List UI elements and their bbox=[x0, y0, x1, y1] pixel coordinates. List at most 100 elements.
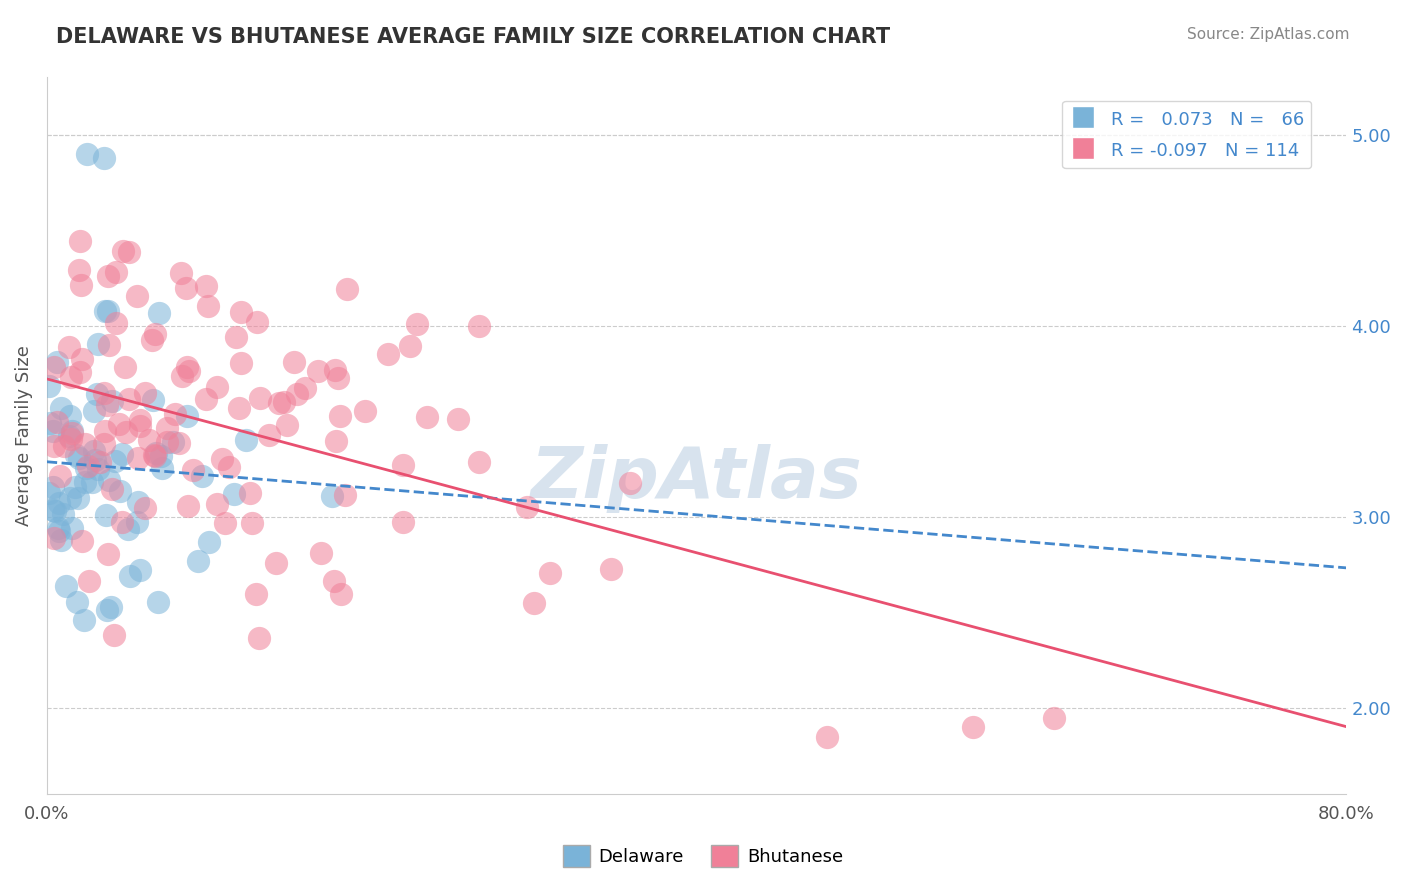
Point bbox=[322, 574, 344, 589]
Point bbox=[45, 415, 67, 429]
Point bbox=[231, 356, 253, 370]
Point bbox=[108, 483, 131, 498]
Point bbox=[283, 355, 305, 369]
Text: DELAWARE VS BHUTANESE AVERAGE FAMILY SIZE CORRELATION CHART: DELAWARE VS BHUTANESE AVERAGE FAMILY SIZ… bbox=[56, 27, 890, 46]
Point bbox=[146, 595, 169, 609]
Point bbox=[468, 455, 491, 469]
Point bbox=[172, 369, 194, 384]
Text: Source: ZipAtlas.com: Source: ZipAtlas.com bbox=[1187, 27, 1350, 42]
Point bbox=[39, 417, 62, 431]
Point bbox=[48, 496, 70, 510]
Point bbox=[235, 433, 257, 447]
Point bbox=[416, 409, 439, 424]
Point bbox=[224, 487, 246, 501]
Point bbox=[60, 425, 83, 440]
Point bbox=[163, 407, 186, 421]
Point bbox=[249, 391, 271, 405]
Point bbox=[143, 327, 166, 342]
Point bbox=[97, 304, 120, 318]
Point bbox=[191, 469, 214, 483]
Point bbox=[98, 473, 121, 487]
Point bbox=[83, 443, 105, 458]
Point bbox=[114, 425, 136, 439]
Point bbox=[246, 315, 269, 329]
Point bbox=[218, 459, 240, 474]
Point bbox=[125, 515, 148, 529]
Point bbox=[70, 278, 93, 293]
Point bbox=[94, 508, 117, 522]
Point bbox=[307, 364, 329, 378]
Point bbox=[59, 409, 82, 424]
Point bbox=[619, 475, 641, 490]
Point bbox=[149, 449, 172, 463]
Point bbox=[266, 556, 288, 570]
Point bbox=[138, 433, 160, 447]
Point bbox=[118, 569, 141, 583]
Point bbox=[101, 393, 124, 408]
Point bbox=[108, 417, 131, 431]
Point bbox=[70, 534, 93, 549]
Point bbox=[197, 299, 219, 313]
Point bbox=[329, 587, 352, 601]
Point bbox=[42, 424, 65, 438]
Point bbox=[392, 516, 415, 530]
Point bbox=[67, 450, 90, 465]
Point bbox=[52, 507, 75, 521]
Point bbox=[103, 628, 125, 642]
Point bbox=[80, 475, 103, 490]
Point bbox=[83, 453, 105, 467]
Point bbox=[145, 446, 167, 460]
Point bbox=[73, 613, 96, 627]
Point bbox=[111, 516, 134, 530]
Point bbox=[94, 304, 117, 318]
Point bbox=[177, 499, 200, 513]
Point bbox=[53, 439, 76, 453]
Point bbox=[176, 359, 198, 374]
Point bbox=[128, 563, 150, 577]
Point bbox=[329, 409, 352, 424]
Point bbox=[114, 359, 136, 374]
Point bbox=[143, 449, 166, 463]
Point bbox=[321, 489, 343, 503]
Point bbox=[101, 483, 124, 497]
Point bbox=[205, 497, 228, 511]
Point bbox=[111, 447, 134, 461]
Point bbox=[104, 454, 127, 468]
Point bbox=[42, 359, 65, 374]
Point bbox=[105, 316, 128, 330]
Point bbox=[69, 365, 91, 379]
Point bbox=[276, 417, 298, 432]
Point bbox=[44, 504, 66, 518]
Point bbox=[214, 516, 236, 530]
Point bbox=[323, 363, 346, 377]
Point bbox=[60, 521, 83, 535]
Point bbox=[94, 424, 117, 438]
Point bbox=[311, 546, 333, 560]
Point bbox=[336, 282, 359, 296]
Point bbox=[89, 455, 111, 469]
Legend: Delaware, Bhutanese: Delaware, Bhutanese bbox=[555, 838, 851, 874]
Point bbox=[134, 386, 156, 401]
Point bbox=[97, 268, 120, 283]
Point bbox=[45, 355, 67, 369]
Point bbox=[599, 561, 621, 575]
Point bbox=[51, 533, 73, 547]
Point bbox=[62, 424, 84, 438]
Point bbox=[86, 337, 108, 351]
Point bbox=[65, 448, 87, 462]
Point bbox=[247, 631, 270, 645]
Point bbox=[239, 486, 262, 500]
Point bbox=[70, 352, 93, 367]
Point bbox=[51, 401, 73, 416]
Point bbox=[142, 393, 165, 408]
Text: ZipAtlas: ZipAtlas bbox=[530, 444, 862, 514]
Point bbox=[447, 412, 470, 426]
Point bbox=[77, 458, 100, 473]
Point bbox=[174, 281, 197, 295]
Point bbox=[63, 480, 86, 494]
Point bbox=[55, 579, 77, 593]
Point bbox=[148, 306, 170, 320]
Point bbox=[150, 461, 173, 475]
Point bbox=[815, 730, 838, 744]
Point bbox=[58, 340, 80, 354]
